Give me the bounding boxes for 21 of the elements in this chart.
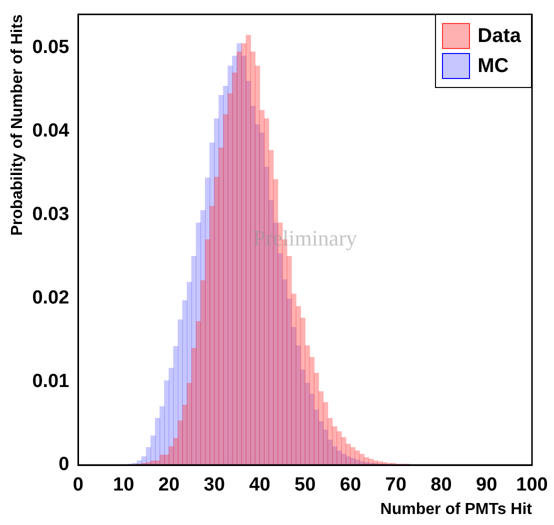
legend-label: Data	[478, 24, 521, 48]
x-tick-label: 0	[72, 474, 84, 496]
y-axis-title: Probability of Number of Hits	[9, 14, 26, 236]
x-tick-label: 90	[476, 474, 498, 496]
legend-label: MC	[478, 54, 509, 78]
x-tick-label: 40	[249, 474, 270, 496]
x-tick-label: 80	[430, 474, 452, 496]
x-tick-label: 20	[158, 474, 180, 496]
y-tick-label: 0.04	[32, 120, 70, 142]
x-tick-label: 30	[204, 474, 225, 496]
x-tick-label: 100	[516, 474, 548, 496]
y-tick-label: 0.03	[32, 204, 70, 225]
x-tick-label: 50	[294, 474, 316, 496]
y-tick-label: 0.05	[32, 37, 70, 58]
x-tick-label: 70	[385, 474, 406, 496]
x-tick-label: 10	[112, 474, 134, 496]
y-tick-label: 0.02	[32, 287, 70, 308]
x-axis-title: Number of PMTs Hit	[380, 500, 533, 518]
x-tick-label: 60	[340, 474, 362, 496]
y-tick-label: 0.01	[32, 370, 70, 392]
y-tick-label: 0	[58, 454, 70, 476]
